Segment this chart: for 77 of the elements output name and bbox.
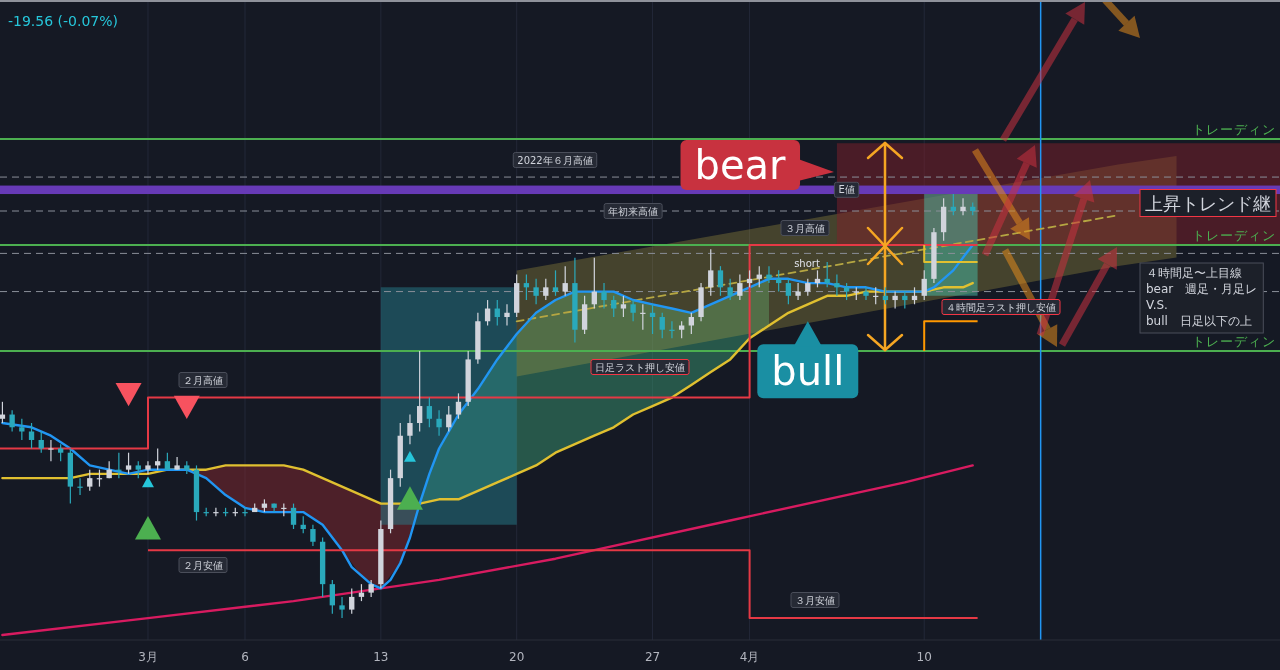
- candlestick: [717, 265, 724, 297]
- x-tick-label: 4月: [739, 650, 760, 664]
- annotation: ４時間足ラスト押し安値: [946, 301, 1056, 313]
- candlestick: [436, 409, 442, 437]
- candlestick: [426, 396, 433, 428]
- candlestick: [630, 299, 636, 322]
- annotation: 年初来高値: [608, 205, 659, 217]
- candlestick: [145, 460, 151, 475]
- candlestick: [533, 278, 539, 305]
- x-tick-label: 3月: [138, 650, 158, 664]
- candlestick: [455, 392, 462, 420]
- candlestick: [125, 452, 132, 475]
- candlestick: [416, 350, 423, 433]
- annotation: ３月高値: [785, 222, 825, 234]
- candlestick: [562, 265, 568, 297]
- x-tick-label: 20: [509, 650, 525, 664]
- candlestick: [9, 409, 15, 433]
- candlestick: [77, 477, 83, 496]
- candlestick: [727, 278, 733, 301]
- annotation: bull: [771, 348, 845, 395]
- candlestick: [349, 587, 355, 615]
- candlestick: [601, 282, 607, 310]
- x-tick-label: 6: [241, 650, 249, 664]
- candlestick: [785, 278, 792, 305]
- candlestick: [407, 413, 413, 445]
- candlestick: [543, 278, 549, 301]
- x-tick-label: 13: [373, 650, 389, 664]
- candlestick: [892, 290, 898, 310]
- candlestick: [504, 303, 510, 327]
- candlestick: [19, 418, 25, 441]
- ref-line-label: トレーディン: [1192, 121, 1276, 137]
- candlestick: [659, 312, 665, 339]
- chart-title: -19.56 (-0.07%): [8, 13, 119, 29]
- text: bear: [694, 142, 787, 188]
- point: [134, 516, 161, 540]
- candlestick: [213, 507, 219, 517]
- candlestick: [310, 524, 316, 547]
- annotation: short: [794, 257, 820, 269]
- annotation: 日足ラスト押し安値: [595, 361, 685, 373]
- x-tick-label: 27: [644, 650, 661, 664]
- candlestick: [174, 456, 180, 471]
- text: 2022年６月高値: [517, 154, 593, 166]
- candlestick: [339, 596, 345, 619]
- annotation: E値: [838, 184, 855, 196]
- candlestick: [863, 286, 869, 301]
- candlestick: [766, 265, 772, 284]
- point: [141, 476, 154, 488]
- annotation: ３月安値: [795, 594, 835, 606]
- candlestick: [48, 439, 54, 462]
- candlestick: [708, 248, 714, 297]
- candlestick: [834, 274, 840, 297]
- candlestick: [329, 579, 335, 615]
- ref-line-label: トレーディン: [1192, 333, 1276, 349]
- annotation: bull 日足以下の上: [1146, 314, 1252, 328]
- ref-line-label: トレーディン: [1192, 227, 1276, 243]
- candlestick: [795, 282, 801, 301]
- candlestick: [960, 197, 966, 216]
- candlestick: [737, 274, 743, 301]
- candlestick: [242, 507, 248, 517]
- annotation: 上昇トレンド継: [1145, 192, 1271, 214]
- candlestick: [620, 295, 627, 318]
- annotation: ２月高値: [183, 374, 223, 386]
- point: [403, 450, 416, 462]
- candlestick: [669, 320, 675, 339]
- candlestick: [0, 401, 6, 424]
- candlestick: [290, 502, 297, 530]
- annotation: ４時間足〜上目線: [1146, 266, 1242, 280]
- x-tick-label: 10: [916, 650, 932, 664]
- candlestick: [116, 452, 122, 479]
- annotation: V.S.: [1146, 298, 1168, 312]
- annotation: bear 週足・月足レ: [1146, 282, 1258, 296]
- point: [396, 486, 423, 510]
- candlestick: [87, 469, 93, 492]
- candlestick: [552, 269, 559, 297]
- candlestick: [611, 295, 617, 318]
- candlestick: [921, 269, 927, 301]
- annotation: ２月安値: [183, 559, 223, 571]
